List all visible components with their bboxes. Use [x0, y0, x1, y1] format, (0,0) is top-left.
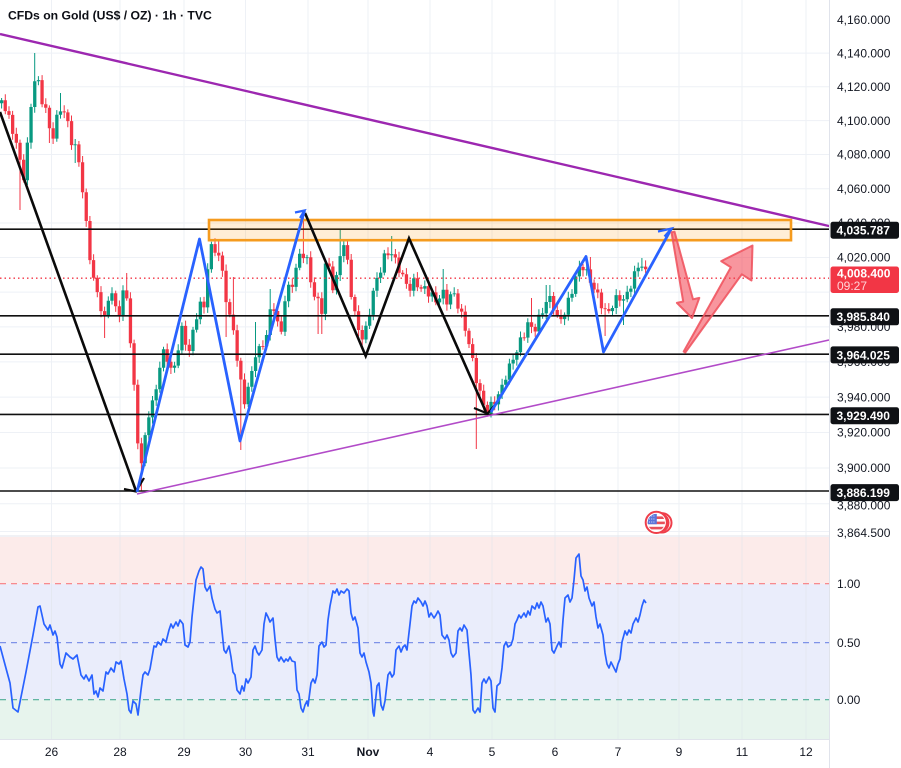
- svg-text:9: 9: [676, 745, 683, 759]
- svg-text:CFDs on Gold (US$ / OZ) · 1h ·: CFDs on Gold (US$ / OZ) · 1h · TVC: [8, 9, 212, 23]
- svg-text:4,080.000: 4,080.000: [837, 148, 891, 162]
- svg-text:4,100.000: 4,100.000: [837, 114, 891, 128]
- svg-text:29: 29: [177, 745, 191, 759]
- svg-text:26: 26: [45, 745, 59, 759]
- svg-text:0.50: 0.50: [837, 636, 861, 650]
- svg-text:4,008.400: 4,008.400: [837, 267, 891, 281]
- svg-text:4,060.000: 4,060.000: [837, 182, 891, 196]
- svg-text:09:27: 09:27: [837, 279, 867, 293]
- svg-text:3,880.000: 3,880.000: [837, 498, 891, 512]
- svg-text:3,900.000: 3,900.000: [837, 461, 891, 475]
- svg-text:4,140.000: 4,140.000: [837, 46, 891, 60]
- svg-text:6: 6: [552, 745, 559, 759]
- svg-text:3,864.500: 3,864.500: [837, 526, 891, 540]
- svg-text:7: 7: [615, 745, 622, 759]
- svg-text:4,035.787: 4,035.787: [837, 224, 891, 238]
- svg-text:4: 4: [427, 745, 434, 759]
- svg-text:3,940.000: 3,940.000: [837, 390, 891, 404]
- svg-text:12: 12: [799, 745, 813, 759]
- svg-text:Nov: Nov: [357, 745, 380, 759]
- svg-text:3,985.840: 3,985.840: [837, 310, 891, 324]
- svg-text:3,929.490: 3,929.490: [837, 409, 891, 423]
- svg-text:31: 31: [301, 745, 315, 759]
- svg-text:30: 30: [239, 745, 253, 759]
- svg-text:3,920.000: 3,920.000: [837, 426, 891, 440]
- svg-text:11: 11: [736, 745, 749, 759]
- svg-text:28: 28: [113, 745, 127, 759]
- svg-text:4,160.000: 4,160.000: [837, 13, 891, 27]
- svg-text:4,020.000: 4,020.000: [837, 251, 891, 265]
- svg-text:0.00: 0.00: [837, 693, 861, 707]
- svg-text:3,964.025: 3,964.025: [837, 348, 891, 362]
- svg-text:4,120.000: 4,120.000: [837, 80, 891, 94]
- svg-text:5: 5: [489, 745, 496, 759]
- svg-text:3,886.199: 3,886.199: [837, 486, 891, 500]
- svg-text:1.00: 1.00: [837, 577, 861, 591]
